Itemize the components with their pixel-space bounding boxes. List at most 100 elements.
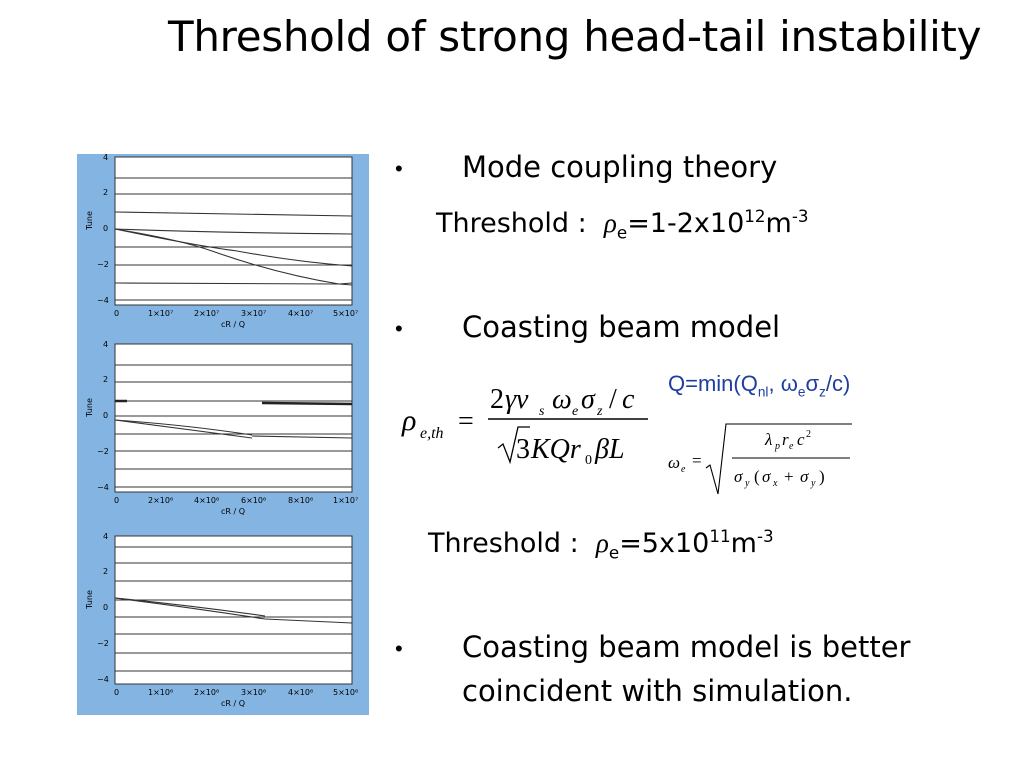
threshold-value: =1-2x10: [627, 208, 745, 239]
tune-plot-3: 4 2 0 −2 −4 Tune 0 1×10⁶ 2×10⁶ 3×10⁶ 4×1…: [77, 528, 369, 715]
svg-text:z: z: [596, 404, 603, 419]
svg-text:s: s: [539, 404, 545, 419]
svg-text:(: (: [754, 467, 760, 486]
threshold-exponent: 12: [744, 206, 766, 226]
svg-text:c: c: [797, 430, 805, 449]
x-tick: 2×10⁷: [194, 309, 220, 318]
x-tick: 1×10⁶: [148, 688, 174, 697]
threshold-exponent: 11: [709, 526, 731, 546]
threshold-unit: m: [730, 528, 757, 559]
x-tick: 2×10⁶: [194, 688, 220, 697]
threshold-unit-exponent: -3: [791, 206, 809, 226]
x-tick: 0: [114, 496, 120, 505]
svg-text:=: =: [458, 406, 474, 437]
x-tick: 8×10⁶: [288, 496, 314, 505]
y-tick: −4: [97, 296, 109, 305]
svg-text:/: /: [609, 384, 617, 415]
y-tick: 2: [103, 188, 109, 197]
tune-plot-2: 4 2 0 −2 −4 Tune 0 2×10⁶ 4×10⁶ 6×10⁶ 8×1…: [77, 340, 369, 528]
x-tick: 4×10⁶: [288, 688, 314, 697]
y-tick: −2: [97, 260, 109, 269]
y-tick: 4: [103, 532, 109, 541]
svg-text:2: 2: [490, 384, 504, 415]
x-tick: 5×10⁶: [333, 688, 359, 697]
x-tick: 5×10⁷: [333, 309, 359, 318]
q-formula-sub-z: z: [819, 384, 826, 400]
q-formula-omega: , ω: [768, 371, 798, 396]
y-tick: 2: [103, 375, 109, 384]
rho-symbol: ρ: [595, 528, 609, 558]
y-axis-label: Tune: [84, 398, 94, 417]
svg-text:=: =: [692, 451, 702, 470]
tune-plot-1-svg: [114, 156, 353, 306]
rho-subscript: e: [608, 542, 620, 563]
threshold-label: Threshold :: [436, 208, 587, 239]
y-tick: −4: [97, 483, 109, 492]
x-tick: 3×10⁶: [241, 688, 267, 697]
tune-plot-1: 4 2 0 −2 −4 Tune 0 1×10⁷ 2×10⁷ 3×10⁷ 4×1…: [77, 153, 369, 341]
x-axis-label: cR / Q: [221, 507, 246, 516]
svg-text:e: e: [681, 464, 686, 475]
svg-text:e: e: [572, 404, 578, 419]
svg-text:βL: βL: [594, 434, 625, 465]
svg-text:+: +: [784, 467, 794, 486]
svg-text:y: y: [744, 478, 750, 489]
q-formula-post: /c): [825, 371, 851, 396]
x-tick: 4×10⁶: [194, 496, 220, 505]
x-tick: 1×10⁷: [333, 496, 359, 505]
x-axis-label: cR / Q: [221, 320, 246, 329]
bullet-glyph: •: [395, 156, 403, 181]
svg-text:e,th: e,th: [420, 425, 444, 442]
rho-threshold-equation: ρ e,th = 2 γν s ω e σ z / c 3 KQr 0 βL: [401, 384, 648, 468]
svg-text:σ: σ: [734, 467, 743, 486]
y-tick: −2: [97, 447, 109, 456]
svg-text:ρ: ρ: [401, 404, 416, 437]
q-formula-sigma: σ: [805, 371, 820, 396]
svg-text:γν: γν: [505, 384, 529, 415]
svg-text:KQr: KQr: [530, 434, 581, 465]
y-axis-label: Tune: [84, 590, 94, 609]
bullet-mode-coupling: Mode coupling theory: [462, 150, 778, 184]
x-tick: 0: [114, 309, 120, 318]
q-formula-sub-nl: nl: [757, 384, 769, 400]
tune-plots-figure: 4 2 0 −2 −4 Tune 0 1×10⁷ 2×10⁷ 3×10⁷ 4×1…: [77, 153, 369, 715]
tune-plot-3-svg: [114, 535, 353, 685]
x-tick: 2×10⁶: [148, 496, 174, 505]
bullet-coasting-beam: Coasting beam model: [462, 310, 781, 344]
svg-text:σ: σ: [762, 467, 771, 486]
rho-subscript: e: [616, 222, 628, 243]
q-formula-pre: Q=min(Q: [668, 371, 758, 396]
svg-text:y: y: [810, 478, 816, 489]
threshold-unit: m: [765, 208, 792, 239]
svg-text:σ: σ: [581, 384, 596, 415]
y-tick: 4: [103, 340, 109, 349]
y-tick: 2: [103, 567, 109, 576]
bullet-conclusion-line-1: Coasting beam model is better: [462, 630, 911, 664]
bullet-glyph: •: [395, 636, 403, 661]
y-axis-label: Tune: [84, 211, 94, 230]
x-tick: 3×10⁷: [241, 309, 267, 318]
svg-text:3: 3: [516, 434, 530, 465]
svg-text:r: r: [782, 430, 789, 449]
threshold-unit-exponent: -3: [756, 526, 774, 546]
threshold-value: =5x10: [619, 528, 710, 559]
svg-text:σ: σ: [800, 467, 809, 486]
svg-text:ω: ω: [668, 453, 680, 472]
svg-text:λ: λ: [764, 430, 772, 449]
x-tick: 1×10⁷: [148, 309, 174, 318]
svg-text:ω: ω: [552, 384, 572, 415]
y-tick: 0: [103, 224, 109, 233]
slide-title: Threshold of strong head-tail instabilit…: [168, 12, 982, 61]
y-tick: 0: [103, 603, 109, 612]
svg-text:x: x: [772, 478, 778, 489]
x-tick: 4×10⁷: [288, 309, 314, 318]
threshold-coasting-beam: Threshold : ρe=5x1011m-3: [428, 526, 774, 562]
q-formula-sub-e: e: [797, 384, 806, 400]
threshold-mode-coupling: Threshold : ρe=1-2x1012m-3: [436, 206, 809, 242]
svg-text:2: 2: [806, 429, 811, 440]
q-formula: Q=min(Qnl, ωeσz/c): [668, 371, 850, 399]
svg-text:c: c: [622, 384, 635, 415]
omega-e-equation: ω e = λ p r e c 2 σ y ( σ x + σ y ): [668, 423, 852, 495]
threshold-label: Threshold :: [428, 528, 579, 559]
y-tick: 4: [103, 153, 109, 162]
